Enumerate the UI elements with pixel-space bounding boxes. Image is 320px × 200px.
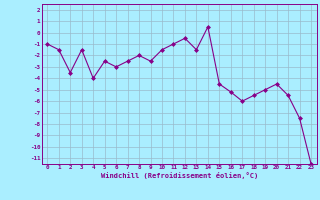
X-axis label: Windchill (Refroidissement éolien,°C): Windchill (Refroidissement éolien,°C): [100, 172, 258, 179]
